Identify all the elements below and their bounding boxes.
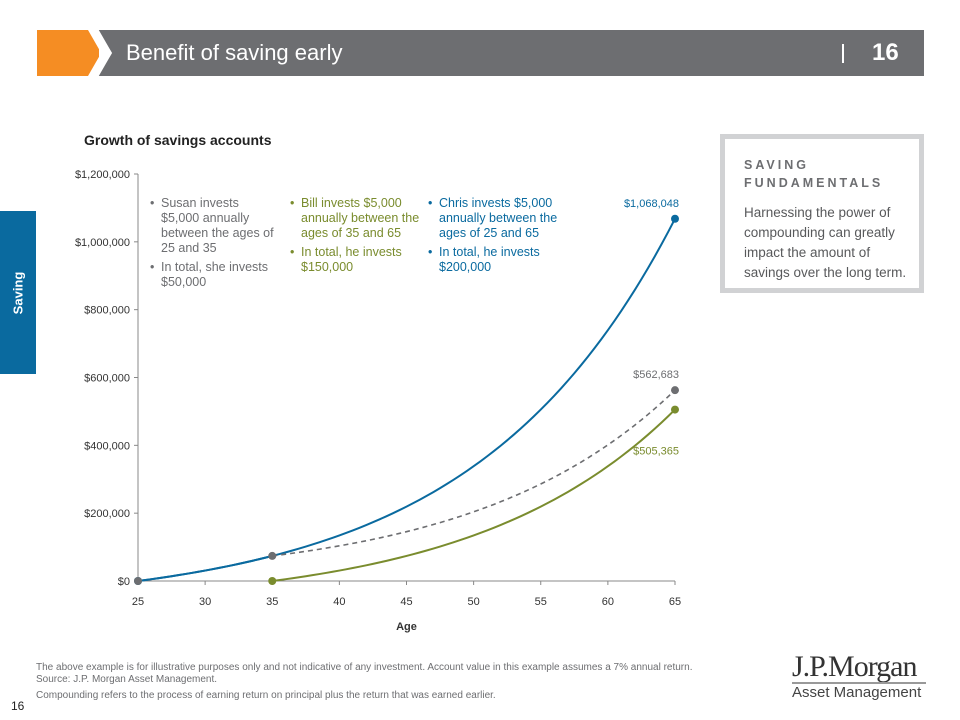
y-tick-label: $400,000 xyxy=(84,440,130,452)
legend-item: Susan invests $5,000 annually between th… xyxy=(150,196,280,256)
legend-item: Chris invests $5,000 annually between th… xyxy=(428,196,558,241)
legend-item: In total, he invests $200,000 xyxy=(428,245,558,275)
x-tick-label: 25 xyxy=(132,596,144,608)
footer-page-number: 16 xyxy=(11,699,25,713)
x-tick-label: 65 xyxy=(669,596,681,608)
line-bill xyxy=(272,408,676,582)
legend-item: In total, he invests $150,000 xyxy=(290,245,420,275)
x-tick-label: 35 xyxy=(266,596,278,608)
section-tab[interactable]: Saving xyxy=(0,211,36,374)
x-tick-label: 45 xyxy=(400,596,412,608)
marker-chris-end xyxy=(671,214,679,223)
header-accent xyxy=(37,30,99,76)
x-tick-label: 55 xyxy=(535,596,547,608)
legend-chris: Chris invests $5,000 annually between th… xyxy=(428,196,558,279)
box-text: Harnessing the power of compounding can … xyxy=(744,205,907,280)
y-tick-label: $800,000 xyxy=(84,305,130,317)
saving-fundamentals-box: SAVING FUNDAMENTALS Harnessing the power… xyxy=(720,134,924,293)
y-tick-label: $0 xyxy=(118,576,130,588)
legend-item: In total, she invests $50,000 xyxy=(150,260,280,290)
x-axis-label: Age xyxy=(396,621,417,633)
header-divider xyxy=(842,44,844,63)
x-tick-label: 60 xyxy=(602,596,614,608)
marker-bill-start xyxy=(268,577,277,585)
chart-title: Growth of savings accounts xyxy=(84,132,272,148)
page-title: Benefit of saving early xyxy=(126,40,343,65)
compounding-note: Compounding refers to the process of ear… xyxy=(36,690,496,701)
header-page-number: 16 xyxy=(872,39,899,66)
header-bar xyxy=(98,30,924,76)
line-susan-dashed xyxy=(272,389,676,557)
end-label-chris: $1,068,048 xyxy=(624,198,679,210)
y-tick-label: $1,000,000 xyxy=(75,237,130,249)
marker-start-25 xyxy=(134,577,142,585)
source: Source: J.P. Morgan Asset Management. xyxy=(36,674,218,685)
end-label-bill: $505,365 xyxy=(633,446,679,458)
logo-jpmorgan: J.P.Morgan xyxy=(792,650,917,683)
disclaimer: The above example is for illustrative pu… xyxy=(36,662,693,673)
legend-item: Bill invests $5,000 annually between the… xyxy=(290,196,420,241)
marker-susan-35 xyxy=(268,551,277,560)
marker-bill-end xyxy=(671,405,679,414)
logo-asset-management: Asset Management xyxy=(792,684,922,701)
legend-susan: Susan invests $5,000 annually between th… xyxy=(150,196,280,294)
x-tick-label: 30 xyxy=(199,596,211,608)
end-label-susan: $562,683 xyxy=(633,369,679,381)
y-tick-label: $200,000 xyxy=(84,508,130,520)
y-tick-label: $1,200,000 xyxy=(75,169,130,181)
logo-rule xyxy=(792,682,926,684)
legend-bill: Bill invests $5,000 annually between the… xyxy=(290,196,420,279)
y-tick-label: $600,000 xyxy=(84,373,130,385)
x-tick-label: 50 xyxy=(468,596,480,608)
x-tick-label: 40 xyxy=(333,596,345,608)
marker-susan-end xyxy=(671,386,679,395)
box-heading: SAVING FUNDAMENTALS xyxy=(744,158,884,190)
line-susan xyxy=(137,554,273,582)
